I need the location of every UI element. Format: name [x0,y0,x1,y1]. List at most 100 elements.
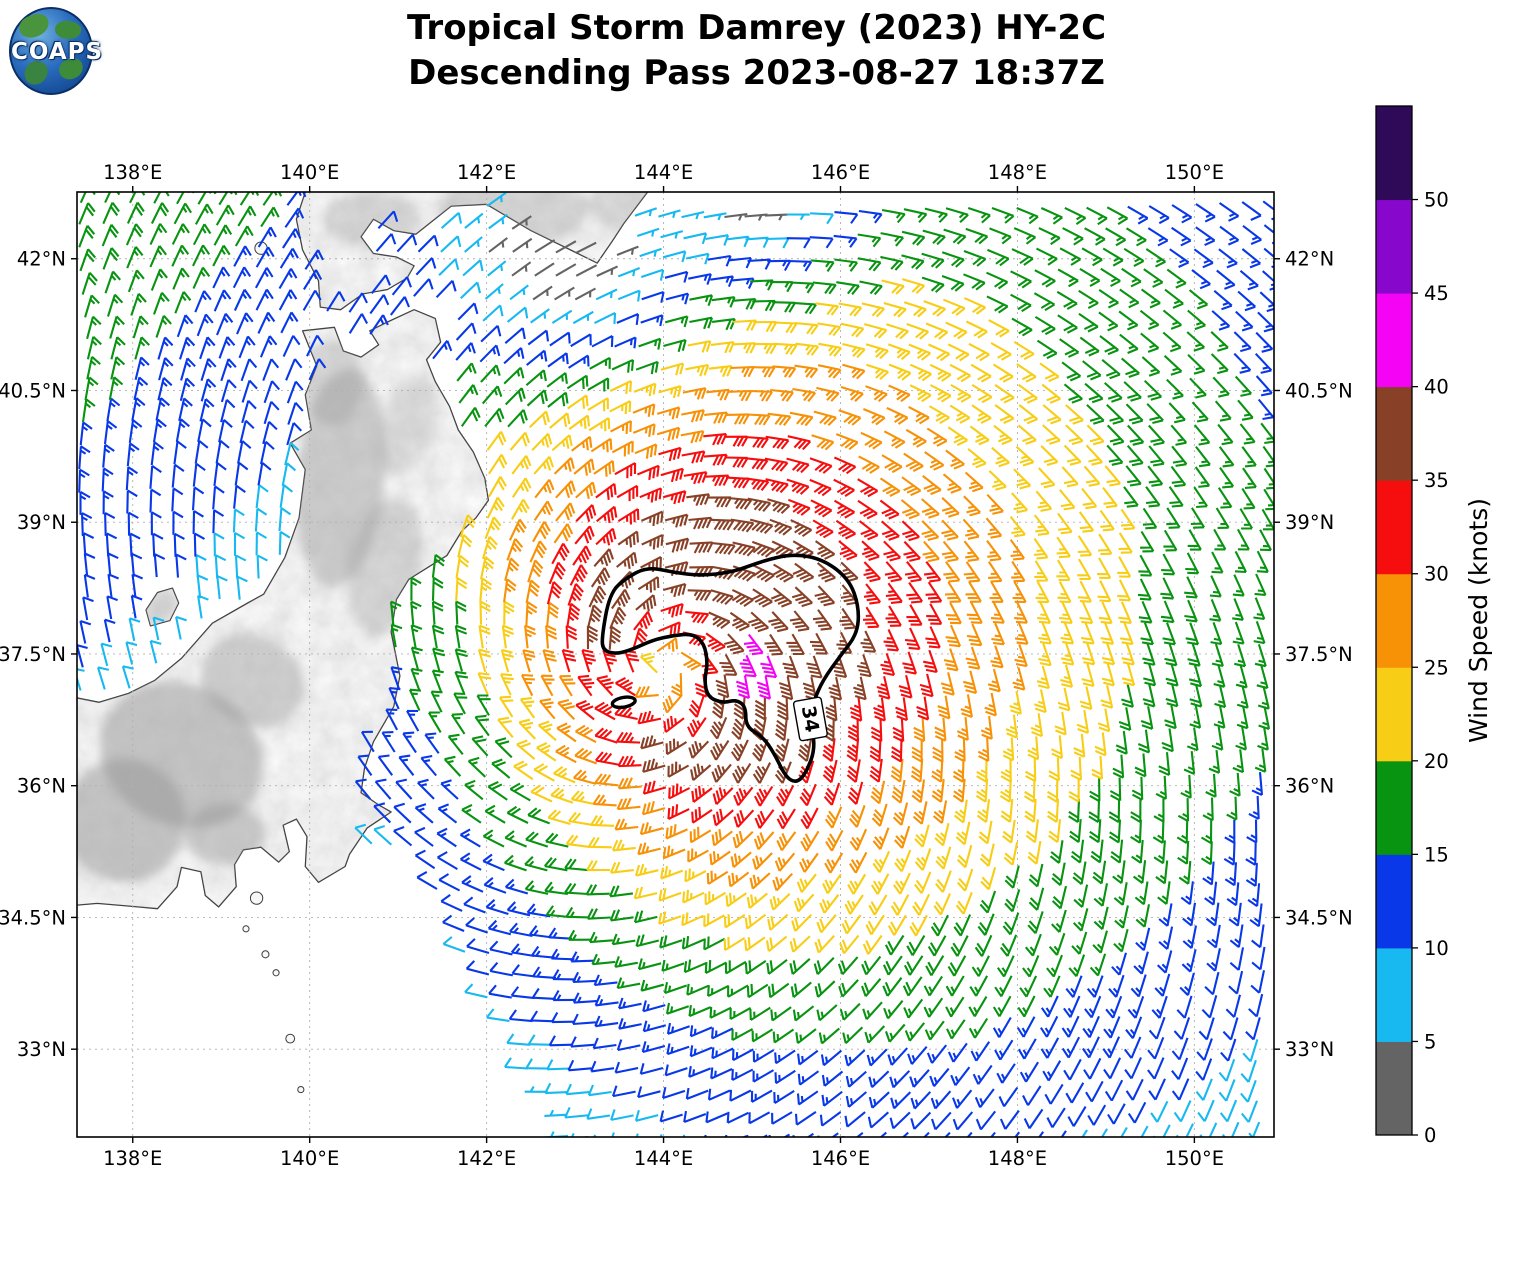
wind-barb [1162,622,1176,646]
wind-barb [992,995,1012,1017]
wind-barb [547,809,571,826]
wind-barb [304,249,324,270]
wind-barb [908,343,931,361]
wind-barb [993,424,1013,446]
wind-barb [1241,446,1257,468]
wind-barb [771,1111,793,1125]
wind-barb [732,830,754,849]
wind-barb [664,270,689,283]
wind-barb [633,382,657,397]
wind-barb [640,510,664,527]
wind-barb [752,738,769,762]
wind-barb [844,894,864,915]
wind-barb [1004,889,1021,913]
wind-barb [849,851,868,874]
wind-barb [847,781,864,805]
wind-barb [986,493,1004,515]
wind-barb [728,256,752,269]
wind-barb [723,936,746,951]
wind-barb [1219,225,1240,246]
wind-barb [921,498,940,519]
wind-barb [725,892,747,908]
wind-barb [1134,881,1149,906]
wind-barb [691,806,713,824]
wind-barb [975,1110,997,1131]
wind-barb [888,384,911,403]
wind-barb [863,583,882,605]
wind-barb [725,476,750,489]
wind-barb [812,609,833,631]
wind-barb [747,611,770,633]
wind-barb [1011,248,1034,266]
wind-barb [1034,560,1049,582]
wind-barb [233,531,246,556]
wind-barb [611,933,636,946]
wind-barb [212,266,231,289]
wind-barb [1188,663,1203,688]
wind-barb [1057,687,1071,712]
wind-barb [635,934,660,948]
wind-barb [919,673,934,698]
contour-label-group: 34 [792,696,828,742]
wind-barb [454,670,469,694]
wind-barb [1125,403,1144,425]
wind-barb [1134,753,1147,778]
wind-barb [503,347,525,365]
wind-barb [711,695,726,719]
wind-barb [797,738,813,762]
wind-barb [489,962,514,977]
wind-barb [1100,267,1121,288]
wind-barb [455,600,467,625]
wind-barb [1065,1082,1085,1104]
wind-barb [373,825,393,846]
wind-barb [688,273,712,285]
wind-barb [555,240,577,254]
wind-barb [1046,778,1059,803]
wind-barb [916,696,930,721]
wind-barb [1082,1015,1100,1039]
wind-barb [732,541,756,557]
wind-barb [1246,819,1258,844]
wind-barb [906,323,929,340]
wind-barb [744,913,767,930]
wind-barb [1200,841,1213,866]
wind-barb [393,826,413,847]
wind-barb [925,581,943,604]
wind-barb [460,852,482,871]
wind-barb [749,518,774,535]
wind-barb [882,977,903,997]
wind-barb [255,484,269,509]
wind-barb [588,417,611,432]
colorbar-tick-label: 40 [1424,376,1449,399]
wind-barb [1213,289,1233,311]
wind-barb [1209,575,1222,598]
wind-barb [1263,488,1274,511]
wind-barb [550,948,575,961]
wind-barb [849,828,868,851]
wind-barb [610,1109,634,1121]
wind-barb [1213,664,1226,688]
wind-barb [1065,975,1083,998]
wind-barb [471,735,489,757]
wind-barb [813,957,835,975]
wind-barb [687,589,712,602]
wind-barb [527,1034,552,1046]
wind-barb [941,497,960,518]
wind-barb [617,508,640,525]
wind-barb [864,323,888,339]
wind-barb [794,1111,817,1126]
wind-barb [240,358,258,382]
wind-barb [906,582,923,604]
wind-barb [1143,662,1157,687]
wind-barb [1214,400,1232,422]
wind-barb [1221,1121,1240,1137]
wind-barb [797,1070,820,1086]
wind-barb [711,1027,734,1040]
colorbar-segment [1376,480,1412,575]
wind-barb [1256,550,1269,573]
wind-barb [1093,883,1109,907]
wind-barb [709,1006,732,1019]
wind-barb [1040,1037,1060,1059]
wind-barb [1191,269,1211,290]
wind-barb [796,1090,819,1106]
